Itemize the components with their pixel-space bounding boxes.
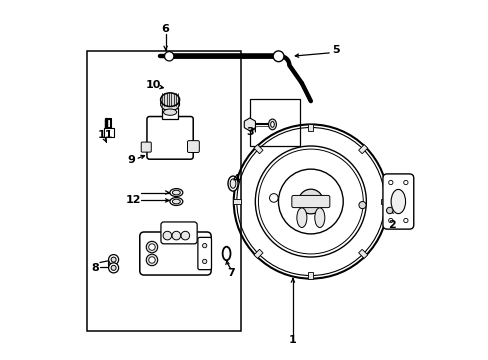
Text: 2: 2: [387, 220, 395, 230]
Ellipse shape: [296, 208, 306, 228]
Bar: [253, 249, 263, 258]
Circle shape: [111, 257, 116, 262]
Circle shape: [148, 257, 155, 263]
Bar: [358, 145, 367, 154]
Circle shape: [202, 243, 206, 248]
Ellipse shape: [169, 189, 183, 197]
Text: 10: 10: [145, 80, 161, 90]
Text: 9: 9: [126, 155, 135, 165]
Circle shape: [108, 263, 119, 273]
Circle shape: [403, 180, 407, 185]
Ellipse shape: [314, 208, 324, 228]
Ellipse shape: [270, 122, 274, 127]
Ellipse shape: [390, 189, 405, 213]
Circle shape: [111, 265, 116, 270]
Circle shape: [148, 244, 155, 250]
Circle shape: [146, 241, 158, 253]
Circle shape: [386, 207, 392, 214]
Bar: [308, 271, 313, 279]
Circle shape: [202, 259, 206, 264]
Circle shape: [388, 180, 392, 185]
FancyBboxPatch shape: [187, 141, 199, 153]
Text: 12: 12: [125, 195, 141, 206]
Ellipse shape: [169, 198, 183, 206]
Ellipse shape: [163, 109, 176, 115]
Bar: [358, 249, 367, 258]
Bar: [162, 108, 178, 119]
Circle shape: [269, 194, 278, 202]
Text: 7: 7: [226, 267, 234, 278]
Ellipse shape: [160, 93, 179, 107]
FancyBboxPatch shape: [141, 142, 151, 152]
Circle shape: [108, 255, 119, 265]
Circle shape: [233, 125, 387, 279]
FancyBboxPatch shape: [198, 237, 211, 270]
Bar: [103, 128, 113, 137]
Circle shape: [403, 219, 407, 223]
Text: 4: 4: [232, 174, 240, 184]
Text: 11: 11: [98, 130, 113, 140]
Circle shape: [146, 254, 158, 266]
Circle shape: [172, 231, 180, 240]
Circle shape: [163, 231, 171, 240]
Ellipse shape: [230, 179, 235, 188]
FancyBboxPatch shape: [147, 117, 193, 159]
FancyBboxPatch shape: [291, 195, 329, 208]
Ellipse shape: [160, 97, 179, 111]
Ellipse shape: [227, 176, 238, 191]
Text: 1: 1: [288, 334, 296, 345]
FancyBboxPatch shape: [382, 174, 413, 229]
FancyBboxPatch shape: [140, 232, 211, 275]
Circle shape: [358, 202, 366, 209]
Circle shape: [298, 189, 323, 214]
Circle shape: [278, 169, 343, 234]
Bar: [308, 123, 313, 131]
Bar: [86, 51, 241, 330]
Ellipse shape: [172, 190, 180, 195]
Text: 8: 8: [91, 263, 99, 273]
Bar: [232, 199, 240, 204]
Bar: [249, 99, 300, 146]
Bar: [380, 199, 388, 204]
Ellipse shape: [268, 119, 276, 130]
Text: 6: 6: [162, 24, 169, 35]
Text: 5: 5: [331, 45, 339, 55]
Circle shape: [273, 51, 284, 62]
Circle shape: [181, 231, 189, 240]
Circle shape: [255, 146, 366, 257]
Circle shape: [388, 219, 392, 223]
Text: 3: 3: [245, 127, 253, 136]
Ellipse shape: [172, 199, 180, 204]
FancyBboxPatch shape: [161, 222, 197, 244]
Circle shape: [164, 51, 174, 61]
Bar: [253, 145, 263, 154]
